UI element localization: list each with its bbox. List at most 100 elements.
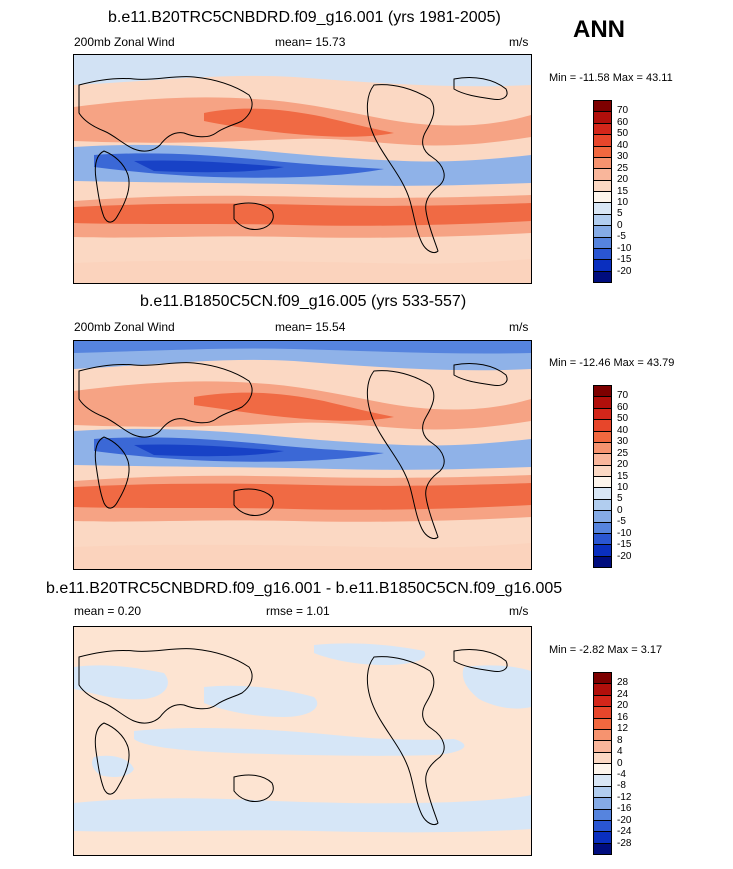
colorbar-tick-label: 0 xyxy=(617,504,623,516)
colorbar-tick-label: -28 xyxy=(617,837,632,849)
panel3-mean-label: mean = 0.20 xyxy=(74,604,142,618)
colorbar-tick-label: 28 xyxy=(617,677,629,689)
colorbar-tick-label: 8 xyxy=(617,734,623,746)
panel1-title: b.e11.B20TRC5CNBDRD.f09_g16.001 (yrs 198… xyxy=(108,9,501,26)
colorbar-tick-label: 40 xyxy=(617,424,629,436)
colorbar-segment xyxy=(594,556,611,567)
panel2-map-svg xyxy=(74,341,531,569)
colorbar-segment xyxy=(594,271,611,282)
colorbar-segment xyxy=(594,454,611,466)
colorbar-tick-label: 5 xyxy=(617,493,623,505)
southern-light-band xyxy=(74,543,531,569)
diff-negative-band xyxy=(74,795,531,833)
colorbar-tick-label: -4 xyxy=(617,768,626,780)
colorbar-segment xyxy=(594,226,611,238)
panel1-colorbar xyxy=(593,100,612,283)
colorbar-tick-label: -8 xyxy=(617,780,626,792)
panel1-colorbar-ticks: 70 60 50 40 30 25 20 15 10 5 0 -5 -10 -15 -20 xyxy=(617,100,657,283)
panel2-minmax-label: Min = -12.46 Max = 43.79 xyxy=(549,357,675,369)
colorbar-tick-label: -16 xyxy=(617,803,632,815)
colorbar-tick-label: 0 xyxy=(617,219,623,231)
southern-light-band xyxy=(74,259,531,283)
panel1-variable-label: 200mb Zonal Wind xyxy=(74,35,175,49)
colorbar-segment xyxy=(594,798,611,810)
colorbar-tick-label: 70 xyxy=(617,390,629,402)
diff-negative-patch xyxy=(462,665,531,709)
colorbar-tick-label: -12 xyxy=(617,791,632,803)
colorbar-segment xyxy=(594,112,611,124)
colorbar-tick-label: 24 xyxy=(617,688,629,700)
panel2-colorbar xyxy=(593,385,612,568)
panel3-rmse-label: rmse = 1.01 xyxy=(266,604,330,618)
northern-jet-core xyxy=(194,392,394,421)
panel3-minmax-label: Min = -2.82 Max = 3.17 xyxy=(549,644,663,656)
northern-blue-core xyxy=(74,341,531,354)
colorbar-segment xyxy=(594,101,611,113)
colorbar-tick-label: 30 xyxy=(617,151,629,163)
colorbar-segment xyxy=(594,157,611,170)
colorbar-segment xyxy=(594,203,611,215)
diff-negative-patch xyxy=(134,728,465,756)
colorbar-segment xyxy=(594,545,611,557)
colorbar-segment xyxy=(594,260,611,272)
colorbar-tick-label: 50 xyxy=(617,413,629,425)
colorbar-segment xyxy=(594,488,611,500)
colorbar-tick-label: 10 xyxy=(617,196,629,208)
colorbar-segment xyxy=(594,123,611,136)
southern-jet-core xyxy=(74,483,531,510)
colorbar-tick-label: 40 xyxy=(617,139,629,151)
colorbar-tick-label: -15 xyxy=(617,254,632,266)
panel3-map xyxy=(73,626,532,856)
colorbar-tick-label: -24 xyxy=(617,826,632,838)
colorbar-tick-label: 60 xyxy=(617,401,629,413)
colorbar-tick-label: 25 xyxy=(617,447,629,459)
colorbar-segment xyxy=(594,420,611,432)
colorbar-tick-label: -5 xyxy=(617,231,626,243)
colorbar-tick-label: 15 xyxy=(617,185,629,197)
colorbar-segment xyxy=(594,248,611,261)
diff-negative-patch xyxy=(92,755,134,777)
colorbar-segment xyxy=(594,533,611,546)
colorbar-segment xyxy=(594,146,611,158)
colorbar-segment xyxy=(594,707,611,719)
colorbar-tick-label: 10 xyxy=(617,481,629,493)
panel2-title: b.e11.B1850C5CN.f09_g16.005 (yrs 533-557… xyxy=(140,293,467,310)
colorbar-segment xyxy=(594,775,611,787)
colorbar-segment xyxy=(594,695,611,708)
panel3-units-label: m/s xyxy=(509,604,529,618)
colorbar-tick-label: 60 xyxy=(617,116,629,128)
panel1-units-label: m/s xyxy=(509,35,529,49)
tropical-blue-deep xyxy=(134,160,284,173)
colorbar-segment xyxy=(594,169,611,181)
colorbar-tick-label: -20 xyxy=(617,814,632,826)
colorbar-tick-label: 12 xyxy=(617,723,629,735)
panel2-units-label: m/s xyxy=(509,320,529,334)
colorbar-tick-label: -20 xyxy=(617,550,632,562)
colorbar-tick-label: 5 xyxy=(617,208,623,220)
panel2-map xyxy=(73,340,532,570)
colorbar-tick-label: 4 xyxy=(617,746,623,758)
colorbar-segment xyxy=(594,752,611,764)
panel2-variable-label: 200mb Zonal Wind xyxy=(74,320,175,334)
colorbar-segment xyxy=(594,477,611,489)
panel1-map xyxy=(73,54,532,284)
colorbar-tick-label: -20 xyxy=(617,265,632,277)
colorbar-tick-label: 16 xyxy=(617,711,629,723)
colorbar-segment xyxy=(594,180,611,192)
colorbar-segment xyxy=(594,729,611,742)
diff-negative-patch xyxy=(314,643,426,665)
diff-negative-patch xyxy=(74,665,168,700)
colorbar-tick-label: 30 xyxy=(617,436,629,448)
colorbar-tick-label: 20 xyxy=(617,700,629,712)
coastlines xyxy=(78,648,508,826)
colorbar-segment xyxy=(594,214,611,227)
colorbar-segment xyxy=(594,684,611,696)
colorbar-segment xyxy=(594,764,611,776)
colorbar-tick-label: -10 xyxy=(617,527,632,539)
colorbar-tick-label: 20 xyxy=(617,459,629,471)
colorbar-segment xyxy=(594,832,611,844)
colorbar-segment xyxy=(594,718,611,730)
colorbar-segment xyxy=(594,408,611,421)
northern-jet-core xyxy=(204,108,394,137)
panel3-colorbar xyxy=(593,672,612,855)
